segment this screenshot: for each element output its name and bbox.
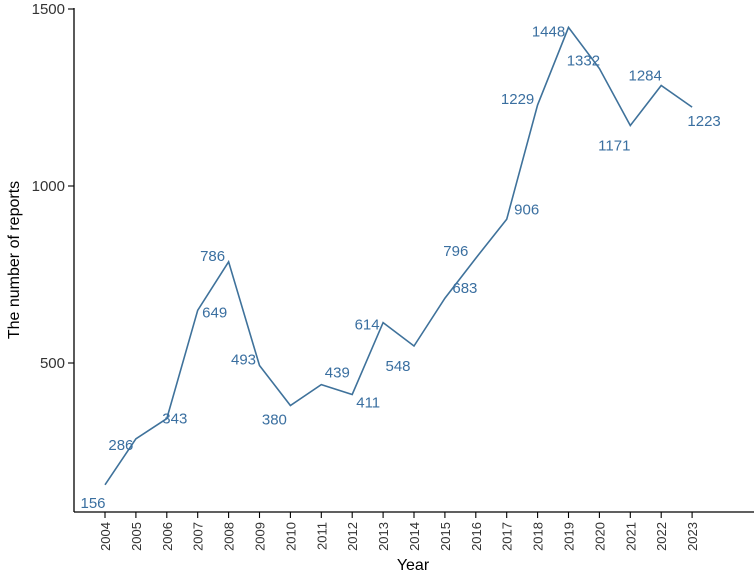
- data-label: 1229: [501, 91, 534, 108]
- data-label: 683: [452, 280, 477, 297]
- x-tick-label: 2005: [129, 522, 144, 551]
- data-label: 548: [385, 358, 410, 375]
- x-tick-label: 2011: [314, 522, 329, 550]
- x-tick-label: 2006: [160, 522, 175, 551]
- data-label: 786: [200, 248, 225, 265]
- y-tick-label: 1000: [32, 178, 65, 195]
- x-tick-label: 2017: [500, 522, 515, 551]
- data-label: 380: [262, 412, 287, 429]
- x-tick-label: 2014: [407, 522, 422, 551]
- x-tick-label: 2022: [654, 522, 669, 551]
- data-label: 1448: [532, 23, 565, 40]
- x-tick-label: 2016: [469, 522, 484, 551]
- x-axis: 2004 2005 2006 2007 2008 2009 2010 2011 2012 2013…: [74, 511, 754, 551]
- data-label: 614: [355, 317, 380, 334]
- data-label: 649: [202, 304, 227, 321]
- x-tick-label: 2023: [685, 522, 700, 551]
- x-tick-label: 2019: [562, 522, 577, 551]
- x-tick-label: 2018: [531, 522, 546, 551]
- x-tick-label: 2008: [222, 522, 237, 551]
- y-tick-label: 500: [40, 355, 65, 372]
- series-line: [104, 25, 693, 486]
- x-axis-title: Year: [397, 557, 430, 574]
- data-label: 411: [356, 395, 380, 412]
- x-tick-label: 2015: [438, 522, 453, 551]
- data-labels: 156 286 343 649 786 493 380 439 411 614 548 683 796 9…: [80, 23, 720, 511]
- data-label: 1223: [687, 113, 720, 130]
- x-tick-label: 2021: [623, 522, 638, 551]
- x-tick-label: 2020: [592, 522, 607, 551]
- x-tick-label: 2013: [376, 522, 391, 551]
- data-label: 156: [80, 495, 105, 512]
- x-tick-label: 2012: [345, 522, 360, 551]
- x-tick-label: 2004: [98, 522, 113, 551]
- x-tick-label: 2007: [191, 522, 206, 551]
- x-tick-label: 2009: [253, 522, 268, 551]
- data-label: 1284: [629, 68, 662, 85]
- y-axis-title: The number of reports: [6, 181, 23, 339]
- y-tick-label: 1500: [32, 1, 65, 18]
- data-label: 286: [108, 437, 133, 454]
- y-axis: 500 1000 1500: [32, 1, 75, 512]
- x-tick-label: 2010: [283, 522, 298, 551]
- data-label: 796: [443, 243, 468, 260]
- data-label: 493: [231, 352, 256, 369]
- data-label: 439: [325, 365, 350, 382]
- data-label: 906: [514, 201, 539, 218]
- data-label: 1171: [598, 138, 630, 155]
- data-label: 1332: [567, 53, 600, 70]
- data-label: 343: [162, 411, 187, 428]
